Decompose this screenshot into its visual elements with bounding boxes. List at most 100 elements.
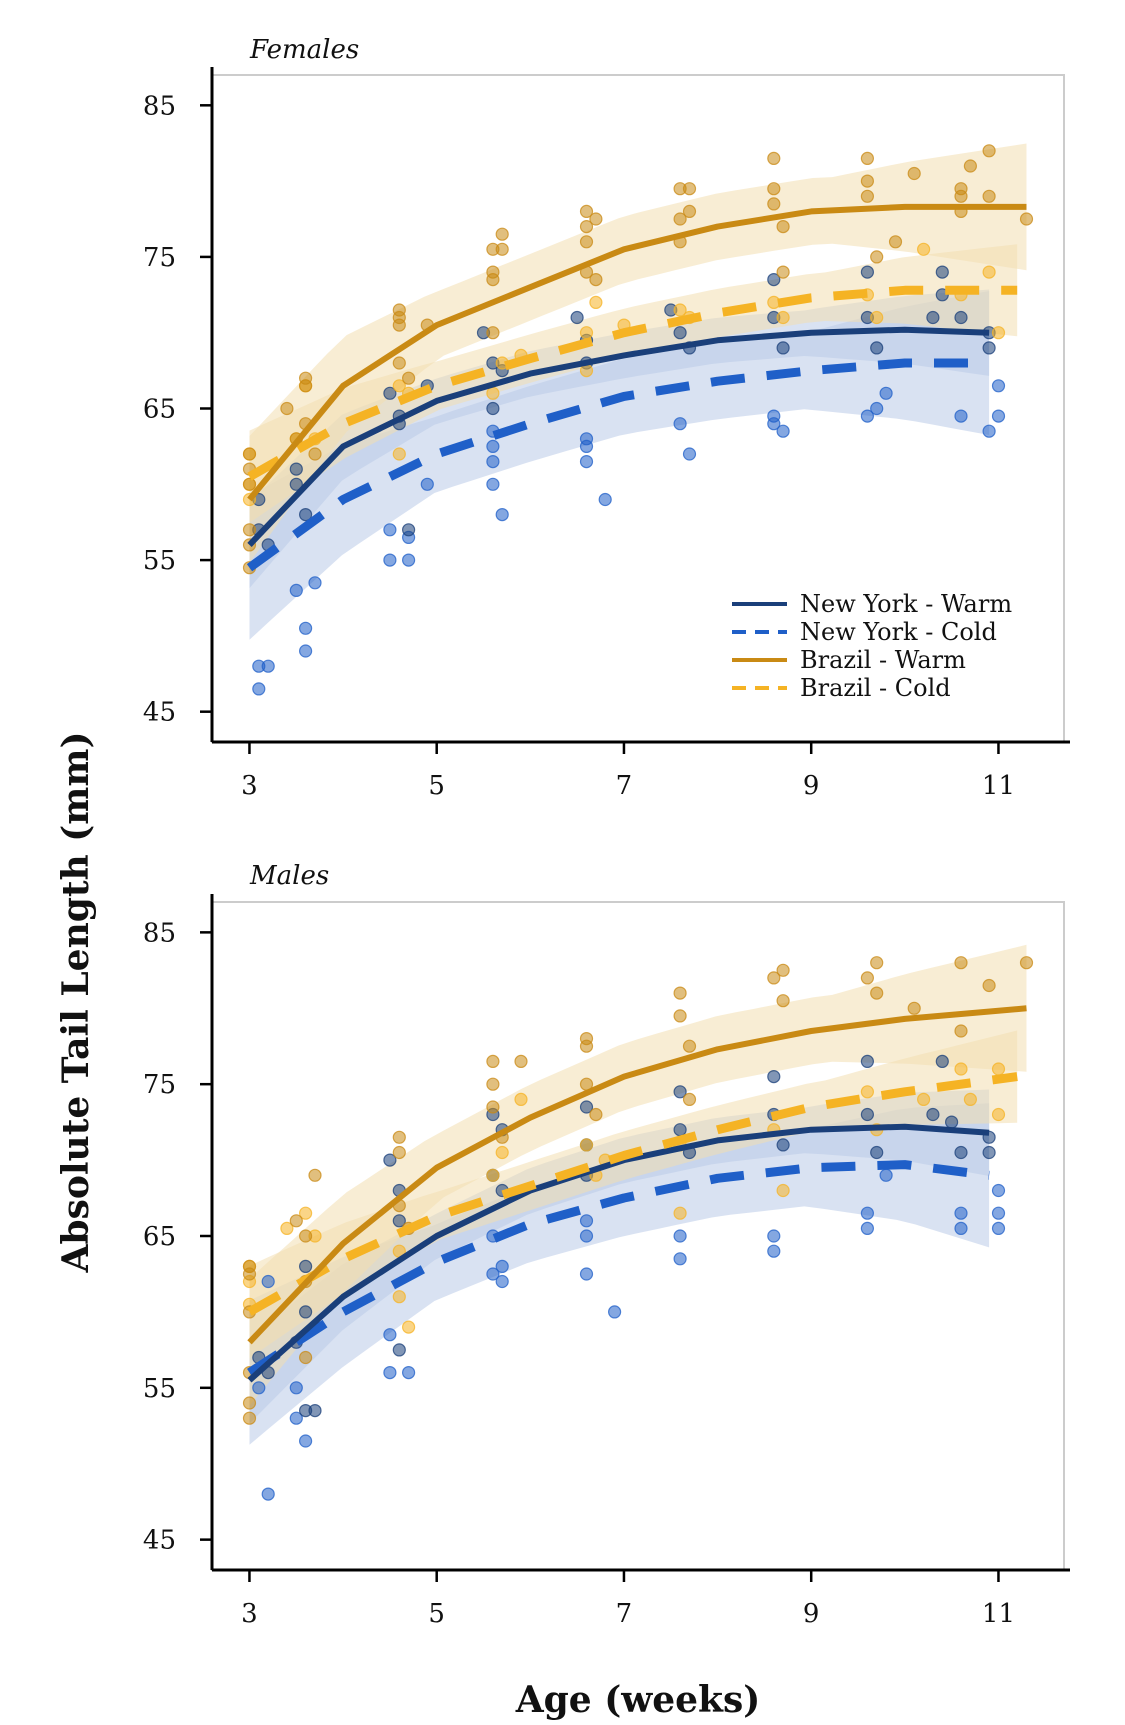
data-point-ny_warm <box>402 523 416 537</box>
data-point-ny_warm <box>860 1054 875 1069</box>
data-point-br_warm <box>486 1077 500 1091</box>
data-point-br_warm <box>767 151 781 165</box>
data-point-ny_cold <box>299 1434 313 1448</box>
data-point-br_cold <box>514 1092 528 1107</box>
data-point-br_warm <box>280 401 294 416</box>
y-tick-label: 55 <box>143 546 176 576</box>
data-point-br_warm <box>242 1396 257 1410</box>
data-point-br_warm <box>982 189 996 203</box>
data-point-br_warm <box>860 174 875 188</box>
data-point-ny_warm <box>926 310 940 325</box>
data-point-ny_cold <box>299 644 313 658</box>
y-tick-label: 85 <box>143 918 176 948</box>
data-point-ny_cold <box>299 621 313 635</box>
data-point-ny_warm <box>870 341 884 355</box>
data-point-ny_warm <box>579 1100 594 1114</box>
data-point-br_warm <box>392 318 406 332</box>
data-point-ny_warm <box>673 1085 687 1099</box>
data-point-br_warm <box>486 326 500 340</box>
data-point-ny_cold <box>486 439 500 453</box>
data-point-br_warm <box>579 1039 594 1053</box>
data-point-br_warm <box>242 1267 257 1281</box>
data-point-br_cold <box>392 379 406 393</box>
data-point-br_cold <box>673 303 687 317</box>
data-point-br_warm <box>767 197 781 211</box>
data-point-br_cold <box>982 265 996 279</box>
data-point-br_warm <box>673 986 687 1000</box>
data-point-ny_cold <box>261 659 275 673</box>
data-point-br_warm <box>579 204 594 218</box>
data-point-ny_cold <box>982 424 996 438</box>
confidence-band-br_cold <box>249 244 1018 523</box>
data-point-ny_warm <box>383 386 397 400</box>
y-tick-label: 75 <box>143 243 176 273</box>
data-point-ny_warm <box>935 1054 949 1069</box>
data-point-ny_warm <box>935 265 949 279</box>
data-point-ny_cold <box>860 409 875 423</box>
data-point-br_warm <box>299 379 313 393</box>
data-point-br_warm <box>682 1092 697 1107</box>
legend-label-ny_cold: New York - Cold <box>800 618 997 646</box>
data-point-ny_warm <box>870 1145 884 1160</box>
y-tick-label: 85 <box>143 91 176 121</box>
data-point-br_warm <box>299 1350 313 1365</box>
data-point-br_warm <box>495 227 509 241</box>
data-point-ny_cold <box>607 1305 622 1319</box>
data-point-br_cold <box>402 1320 416 1334</box>
data-point-ny_cold <box>383 523 397 537</box>
x-tick-label: 7 <box>616 771 633 801</box>
data-point-ny_cold <box>579 1214 594 1228</box>
fit-line-br_warm <box>247 203 1027 502</box>
data-point-br_warm <box>589 273 603 287</box>
y-tick-label: 65 <box>143 1222 176 1252</box>
data-point-br_warm <box>682 204 697 218</box>
data-point-ny_cold <box>991 1206 1006 1220</box>
y-tick-label: 75 <box>143 1070 176 1100</box>
data-point-br_warm <box>907 1001 921 1015</box>
x-tick-label: 5 <box>428 1599 445 1629</box>
data-point-br_cold <box>392 1290 406 1304</box>
data-point-ny_cold <box>954 1206 968 1220</box>
legend-label-br_warm: Brazil - Warm <box>800 646 966 674</box>
data-point-br_warm <box>870 250 884 264</box>
data-point-br_cold <box>589 295 603 309</box>
panel-title: Females <box>249 35 359 65</box>
y-tick-label: 45 <box>143 698 176 728</box>
data-point-br_warm <box>242 477 257 491</box>
data-point-ny_cold <box>991 1221 1006 1236</box>
data-point-br_cold <box>486 1168 500 1182</box>
data-point-br_warm <box>486 1054 500 1069</box>
data-point-br_cold <box>991 326 1006 340</box>
data-point-br_cold <box>991 1107 1006 1122</box>
confidence-band-br_cold <box>249 1030 1018 1359</box>
data-point-ny_warm <box>308 1403 322 1418</box>
data-point-br_cold <box>673 1206 687 1220</box>
data-point-ny_cold <box>682 447 697 461</box>
data-point-ny_cold <box>495 507 509 522</box>
data-point-br_cold <box>916 242 931 256</box>
fit-line-br_cold <box>247 285 1018 481</box>
data-point-br_cold <box>776 1183 790 1198</box>
data-point-ny_warm <box>954 1145 968 1160</box>
data-point-ny_cold <box>289 1381 303 1395</box>
data-point-br_warm <box>954 1024 968 1038</box>
panel-females: Females 45 55 65 75 85 3 5 7 9 11 New York - WarmNe… <box>143 35 1070 801</box>
data-point-br_warm <box>954 189 968 203</box>
data-point-br_warm <box>888 235 903 249</box>
data-point-br_cold <box>486 386 500 400</box>
data-point-ny_cold <box>402 553 416 567</box>
fit-line-br_cold <box>247 1072 1018 1316</box>
data-point-br_warm <box>767 182 781 196</box>
confidence-band-ny_cold <box>249 1103 990 1445</box>
x-axis-label: Age (weeks) <box>515 1679 761 1721</box>
data-point-ny_warm <box>982 341 996 355</box>
x-tick-label: 3 <box>241 1599 258 1629</box>
data-point-ny_cold <box>495 1259 509 1274</box>
data-point-ny_warm <box>383 1153 397 1167</box>
data-point-ny_cold <box>308 576 322 590</box>
x-tick-label: 11 <box>982 771 1015 801</box>
data-point-ny_cold <box>767 1244 781 1258</box>
y-tick-label: 55 <box>143 1374 176 1404</box>
data-point-br_warm <box>402 371 416 385</box>
